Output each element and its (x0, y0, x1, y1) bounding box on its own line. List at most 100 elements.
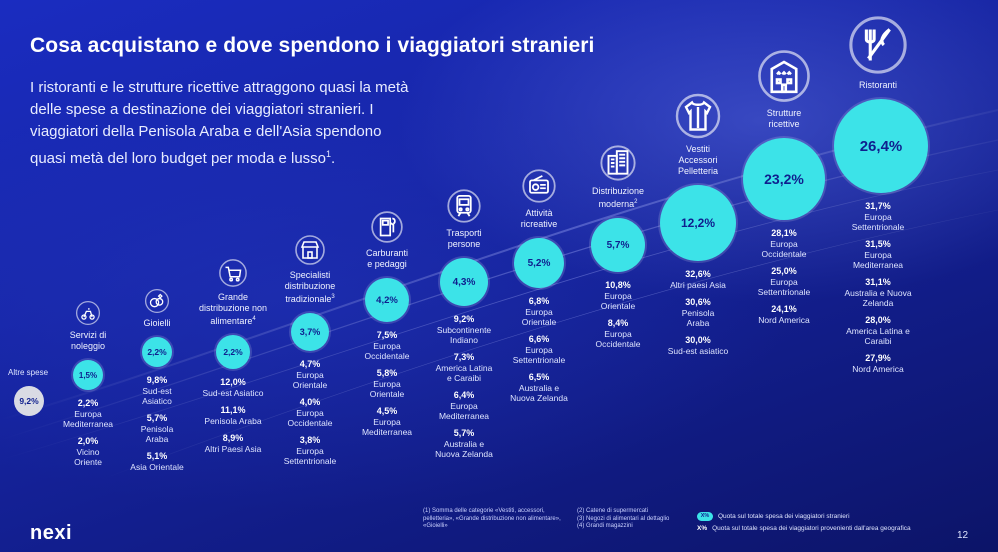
shirt-icon (674, 92, 722, 140)
share-bubble: 2,2% (142, 337, 172, 367)
region-entry: 4,0% Europa Occidentale (266, 397, 354, 428)
intro-end: . (331, 150, 336, 167)
region-name: Europa (74, 409, 102, 419)
region-entry: 25,0% Europa Settentrionale (740, 266, 828, 297)
footnote-2-4: (2) Catene di supermercati (3) Negozi di… (577, 508, 669, 531)
radio-icon (521, 168, 557, 204)
category-label: Vestiti Accessori Pelletteria (654, 144, 742, 177)
category-label-line: Trasporti (446, 228, 482, 238)
region-share: 32,6% (685, 269, 711, 279)
region-name: Settentrionale (512, 355, 566, 365)
category-column-attivita-ricreative: Attività ricreative 5,2% 6,8% Europa Oriental… (495, 168, 583, 410)
region-share: 30,6% (685, 297, 711, 307)
region-share: 27,9% (865, 353, 891, 363)
category-column-servizi-di-noleggio: Servizi di noleggio 1,5% 2,2% Europa Mediterr… (44, 300, 132, 474)
region-name: Sud-est asiatico (667, 346, 729, 356)
region-name: Europa (296, 408, 324, 418)
category-column-trasporti-persone: Trasporti persone 4,3% 9,2% Subcontinente Ind… (420, 188, 508, 466)
footnote-1: (1) Somma delle categorie «Vestiti, acce… (423, 508, 561, 531)
footnote-line: (4) Grandi magazzini (577, 523, 633, 529)
region-name: Europa (864, 212, 892, 222)
other-expenses-bubble: 9,2% (14, 386, 44, 416)
region-name: Europa (864, 250, 892, 260)
region-name: Sud-est (142, 386, 172, 396)
region-share: 31,1% (865, 277, 891, 287)
category-label-line: Gioielli (143, 318, 171, 328)
category-label-line: ricettive (768, 119, 800, 129)
region-name: Europa (296, 446, 324, 456)
region-entry: 5,1% Asia Orientale (113, 451, 201, 472)
region-breakdown: 31,7% Europa Settentrionale 31,5% Europa Medi… (834, 201, 922, 374)
legend-area-share: X% Quota sul totale spesa dei viaggiator… (697, 525, 911, 532)
region-name: Penisola Araba (204, 416, 262, 426)
region-name: America Latina e (846, 326, 910, 336)
region-share: 30,0% (685, 335, 711, 345)
footnote-line: (1) Somma delle categorie «Vestiti, acce… (423, 508, 545, 514)
category-label-line: Ristoranti (858, 80, 897, 90)
region-name: America Latina (435, 363, 493, 373)
category-column-gioielli: Gioielli 2,2% 9,8% Sud-est Asiatico 5,7% Penis… (113, 288, 201, 479)
category-label-line: e pedaggi (367, 259, 407, 269)
region-entry: 8,4% Europa Occidentale (574, 318, 662, 349)
region-name: Europa (604, 291, 632, 301)
share-bubble: 1,5% (73, 360, 103, 390)
region-name: Europa (525, 307, 553, 317)
category-label: Trasporti persone (420, 228, 508, 250)
region-share: 9,8% (146, 375, 168, 385)
category-label-line: Specialisti (289, 270, 331, 280)
region-entry: 11,1% Penisola Araba (189, 405, 277, 426)
region-breakdown: 9,2% Subcontinente Indiano 7,3% America Lati… (420, 314, 508, 459)
legend-bold-marker: X% (697, 525, 708, 532)
region-share: 31,5% (865, 239, 891, 249)
region-share: 31,7% (865, 201, 891, 211)
category-label: Grande distribuzione non alimentare4 (189, 292, 277, 327)
region-name: Europa (770, 277, 798, 287)
region-name: Indiano (450, 335, 478, 345)
region-entry: 9,2% Subcontinente Indiano (420, 314, 508, 345)
region-entry: 27,9% Nord America (834, 353, 922, 374)
category-label-line: persone (447, 239, 481, 249)
region-share: 7,3% (453, 352, 475, 362)
region-share: 25,0% (771, 266, 797, 276)
region-share: 24,1% (771, 304, 797, 314)
category-label: Distribuzione moderna2 (574, 186, 662, 210)
share-bubble: 4,2% (365, 278, 409, 322)
region-breakdown: 12,0% Sud-est Asiatico 11,1% Penisola Araba… (189, 377, 277, 454)
category-column-specialisti-distribuzione-tradizionale: Specialisti distribuzione tradizionale3 3,7… (266, 234, 354, 473)
region-name: Europa (373, 417, 401, 427)
hotel-icon (756, 48, 812, 104)
category-label-line: Strutture (766, 108, 802, 118)
region-entry: 2,0% Vicino Oriente (44, 436, 132, 467)
region-name: Orientale (292, 380, 328, 390)
footnote-marker: 2 (634, 199, 638, 205)
category-label-line: Pelletteria (677, 166, 719, 176)
jewelry-icon (144, 288, 170, 314)
region-name: Australia e (443, 439, 485, 449)
region-name: e Caraibi (446, 373, 482, 383)
region-breakdown: 7,5% Europa Occidentale 5,8% Europa Orientale… (343, 330, 431, 437)
region-name: Mediterranea (438, 411, 490, 421)
region-name: Penisola (140, 424, 174, 434)
share-bubble: 5,7% (591, 218, 645, 272)
category-label-line: distribuzione non (198, 303, 268, 313)
legend-chip: X% (697, 512, 713, 521)
region-breakdown: 2,2% Europa Mediterranea 2,0% Vicino Oriente (44, 398, 132, 467)
region-name: Australia e Nuova (844, 288, 912, 298)
region-name: Asiatico (142, 396, 172, 406)
region-share: 6,5% (528, 372, 550, 382)
region-entry: 9,8% Sud-est Asiatico (113, 375, 201, 406)
fuel-pump-icon (370, 210, 404, 244)
region-entry: 28,0% America Latina e Caraibi (834, 315, 922, 346)
region-entry: 24,1% Nord America (740, 304, 828, 325)
region-entry: 12,0% Sud-est Asiatico (189, 377, 277, 398)
region-name: Araba (145, 434, 169, 444)
category-column-ristoranti: Ristoranti 26,4% 31,7% Europa Settentrionale… (834, 14, 928, 381)
region-entry: 6,6% Europa Settentrionale (495, 334, 583, 365)
train-icon (446, 188, 482, 224)
category-label-line: tradizionale3 (285, 294, 335, 304)
region-name: Europa (296, 370, 324, 380)
category-column-carburanti-e-pedaggi: Carburanti e pedaggi 4,2% 7,5% Europa Occiden… (343, 210, 431, 444)
category-label-line: Distribuzione (591, 186, 645, 196)
region-entry: 3,8% Europa Settentrionale (266, 435, 354, 466)
region-share: 4,0% (299, 397, 321, 407)
